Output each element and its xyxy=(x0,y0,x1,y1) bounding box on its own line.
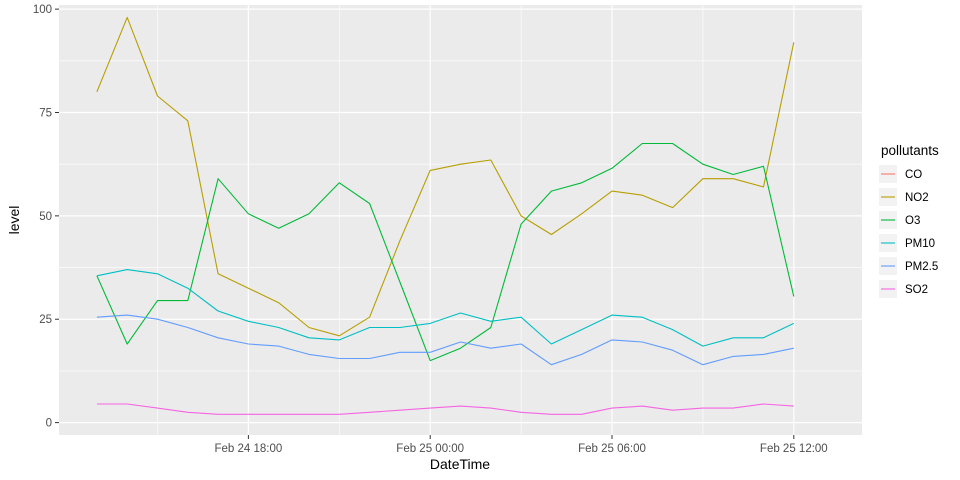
x-axis: Feb 24 18:00 Feb 25 00:00 Feb 25 06:00 Feb … xyxy=(214,435,828,455)
series-lines xyxy=(96,16,795,415)
series-line-pm10 xyxy=(96,269,795,347)
x-tick-label: Feb 24 18:00 xyxy=(214,443,282,455)
legend-label: CO xyxy=(905,169,922,181)
series-line-no2 xyxy=(96,16,795,337)
y-axis-title: level xyxy=(6,206,22,235)
y-tick-label: 50 xyxy=(39,211,52,223)
y-tick-label: 25 xyxy=(39,314,52,326)
legend-item: NO2 xyxy=(879,188,929,206)
series-line-pm25 xyxy=(96,314,794,366)
panel-background xyxy=(59,5,862,435)
series-line-o3 xyxy=(96,142,795,362)
y-axis: 0 25 50 75 100 xyxy=(33,4,59,430)
y-tick-label: 100 xyxy=(33,4,52,16)
y-tick-label: 75 xyxy=(39,108,52,120)
legend-label: O3 xyxy=(905,215,920,227)
legend-items: CO NO2 O3 PM10 PM2.5 SO2 xyxy=(879,165,938,298)
legend-label: NO2 xyxy=(905,192,929,204)
legend-item: CO xyxy=(879,165,922,183)
legend-item: O3 xyxy=(879,211,920,229)
major-gridlines xyxy=(59,5,862,435)
legend-title: pollutants xyxy=(881,143,939,158)
legend-item: PM10 xyxy=(879,234,935,252)
y-tick-label: 0 xyxy=(46,418,52,430)
x-axis-title: DateTime xyxy=(430,456,490,472)
x-tick-label: Feb 25 06:00 xyxy=(578,443,646,455)
legend: pollutants CO NO2 O3 PM10 PM2.5 SO2 xyxy=(879,143,939,298)
legend-item: SO2 xyxy=(879,280,928,298)
legend-label: PM2.5 xyxy=(905,261,938,273)
legend-item: PM2.5 xyxy=(879,257,938,275)
x-tick-label: Feb 25 00:00 xyxy=(396,443,464,455)
series-line-so2 xyxy=(96,403,794,415)
legend-label: PM10 xyxy=(905,238,935,250)
legend-label: SO2 xyxy=(905,284,928,296)
x-tick-label: Feb 25 12:00 xyxy=(760,443,828,455)
